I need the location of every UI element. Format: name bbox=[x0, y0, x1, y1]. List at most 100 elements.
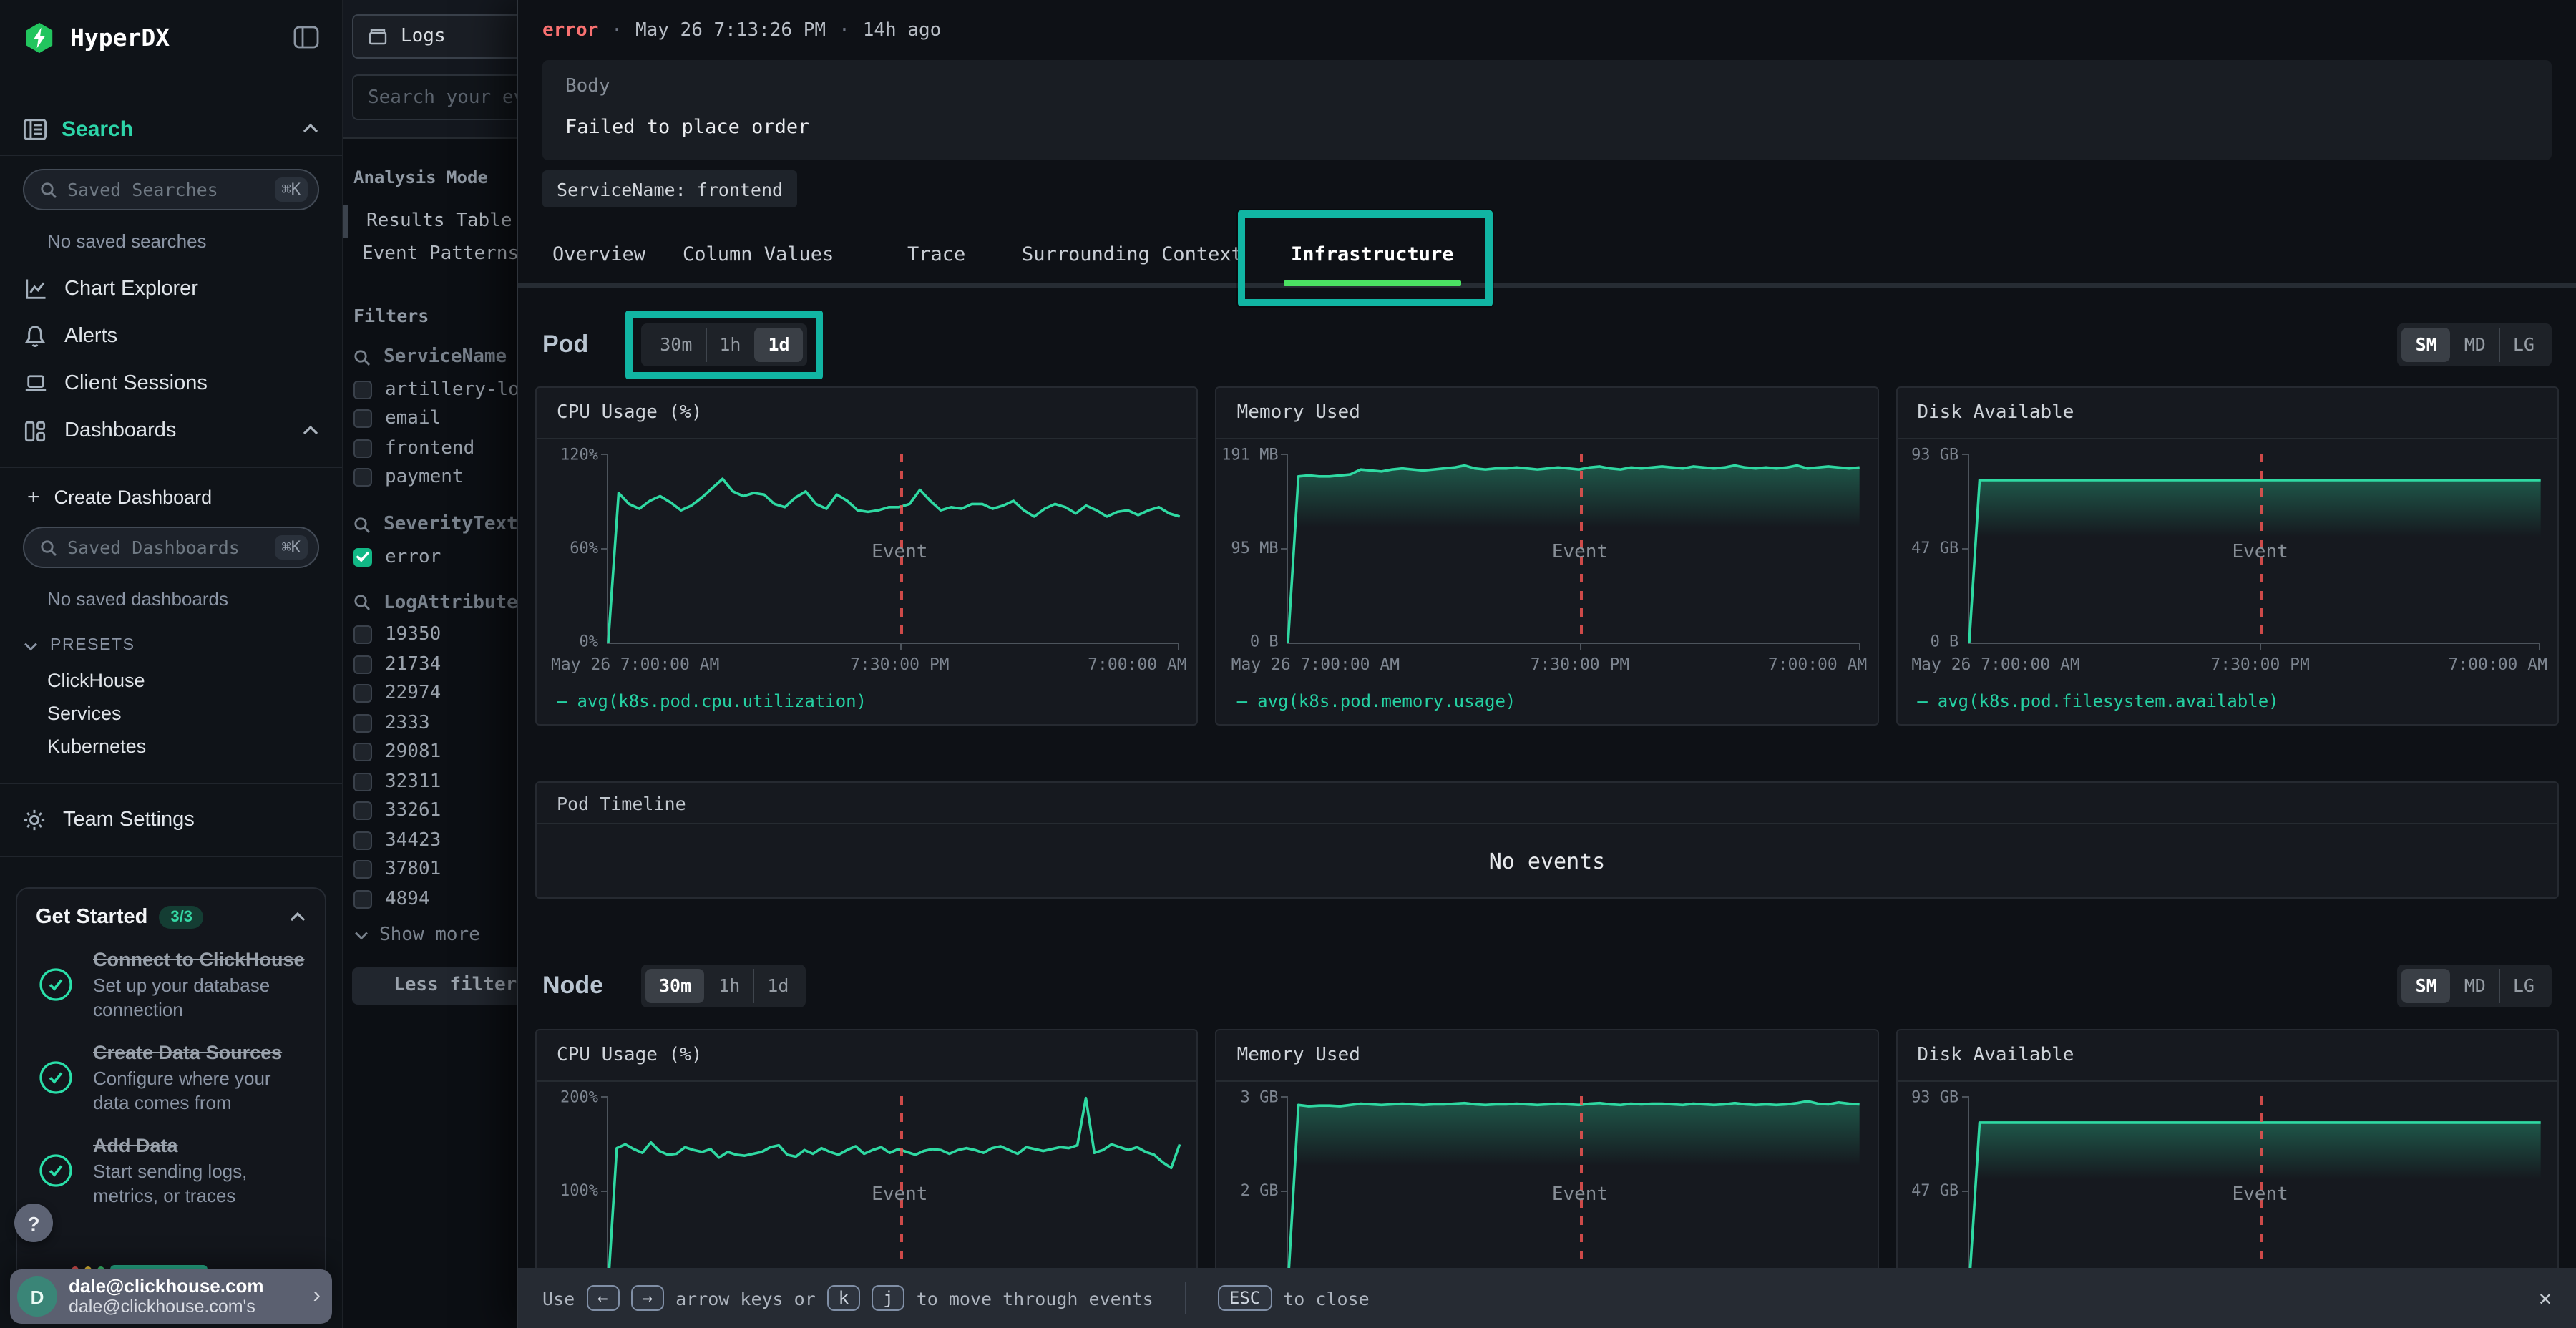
checkbox[interactable] bbox=[353, 468, 372, 487]
pod-memory-chart[interactable]: 191 MB 95 MB 0 B Event May 26 7:00:00 AM… bbox=[1217, 439, 1878, 724]
checkbox[interactable] bbox=[353, 860, 372, 879]
size-sm-button[interactable]: SM bbox=[2401, 969, 2450, 1003]
checkbox[interactable] bbox=[353, 889, 372, 909]
event-marker-label: Event bbox=[872, 541, 928, 563]
filter-checkbox-row[interactable]: email bbox=[343, 404, 517, 434]
filter-checkbox-row[interactable]: error bbox=[343, 542, 517, 572]
servicename-tag[interactable]: ServiceName: frontend bbox=[542, 170, 798, 208]
get-started-item[interactable]: Create Data Sources Configure where your… bbox=[36, 1040, 306, 1115]
analysis-mode-results-table[interactable]: Results Table bbox=[343, 205, 517, 238]
search-section-icon bbox=[23, 117, 47, 141]
sidebar-item-clickhouse[interactable]: ClickHouse bbox=[47, 670, 145, 691]
sidebar-item-search[interactable]: Search bbox=[0, 103, 342, 155]
range-30m-button[interactable]: 30m bbox=[645, 969, 705, 1003]
pod-cpu-chart[interactable]: 120% 60% 0% Event May 26 7:00:00 AM 7:30… bbox=[537, 439, 1197, 724]
checkbox[interactable] bbox=[353, 684, 372, 703]
sidebar-item-team-settings[interactable]: Team Settings bbox=[0, 799, 342, 841]
tab-column-values[interactable]: Column Values bbox=[683, 243, 834, 266]
filter-checkbox-row[interactable]: 29081 bbox=[343, 738, 517, 767]
create-dashboard-button[interactable]: + Create Dashboard bbox=[0, 481, 342, 512]
filter-checkbox-row[interactable]: frontend bbox=[343, 434, 517, 463]
event-detail-panel: error · May 26 7:13:26 PM · 14h ago Body… bbox=[517, 0, 2576, 1328]
filter-checkbox-row[interactable]: payment bbox=[343, 463, 517, 492]
checkbox[interactable] bbox=[353, 743, 372, 762]
filter-checkbox-row[interactable]: artillery-loa bbox=[343, 375, 517, 404]
sidebar-item-client-sessions[interactable]: Client Sessions bbox=[0, 365, 342, 402]
size-lg-button[interactable]: LG bbox=[2498, 328, 2547, 362]
checkbox-checked[interactable] bbox=[353, 547, 372, 567]
tab-infrastructure[interactable]: Infrastructure bbox=[1284, 226, 1461, 286]
filter-group-severitytext[interactable]: SeverityText bbox=[353, 514, 517, 535]
size-md-button[interactable]: MD bbox=[2464, 333, 2486, 355]
show-more-button[interactable]: Show more bbox=[353, 924, 517, 945]
chart-title: Disk Available bbox=[1917, 402, 2074, 424]
saved-searches-input[interactable]: Saved Searches ⌘K bbox=[23, 169, 319, 210]
filter-checkbox-row[interactable]: 4894 bbox=[343, 884, 517, 914]
get-started-item[interactable]: Connect to ClickHouse Set up your databa… bbox=[36, 947, 306, 1022]
filter-checkbox-row[interactable]: 37801 bbox=[343, 855, 517, 884]
sidebar-item-services[interactable]: Services bbox=[47, 703, 122, 724]
checkbox[interactable] bbox=[353, 831, 372, 850]
user-account-chip[interactable]: D dale@clickhouse.com dale@clickhouse.co… bbox=[10, 1269, 332, 1324]
event-tabs: Overview Column Values Trace Surrounding… bbox=[518, 226, 2576, 288]
close-icon[interactable]: ✕ bbox=[2538, 1285, 2552, 1311]
less-filters-button[interactable]: Less filters bbox=[352, 967, 517, 1004]
size-lg-button[interactable]: LG bbox=[2498, 969, 2547, 1003]
severity-badge: error bbox=[542, 20, 599, 42]
filter-checkbox-row[interactable]: 2333 bbox=[343, 708, 517, 738]
chevron-up-icon[interactable] bbox=[289, 912, 306, 923]
filter-group-logattributes[interactable]: LogAttributes bbox=[353, 592, 517, 613]
checkbox[interactable] bbox=[353, 801, 372, 821]
pod-disk-chart[interactable]: 93 GB 47 GB 0 B Event May 26 7:00:00 AM … bbox=[1897, 439, 2557, 724]
node-disk-chart[interactable]: 93 GB 47 GB Event bbox=[1897, 1082, 2557, 1328]
range-1h-button[interactable]: 1h bbox=[718, 975, 741, 996]
get-started-item-title: Add Data bbox=[93, 1135, 178, 1156]
event-search-input[interactable]: Search your events bbox=[352, 74, 517, 120]
get-started-item[interactable]: Add Data Start sending logs, metrics, or… bbox=[36, 1133, 306, 1208]
checkbox[interactable] bbox=[353, 380, 372, 399]
sidebar-item-chart-explorer[interactable]: Chart Explorer bbox=[0, 270, 342, 308]
divider bbox=[1184, 1282, 1186, 1314]
get-started-item-desc: Set up your database connection bbox=[93, 975, 270, 1020]
y-axis-tick: 0 B bbox=[1249, 632, 1279, 651]
chart-legend: — avg(k8s.pod.cpu.utilization) bbox=[557, 691, 867, 711]
annotation-box-pod-range: 30m 1h 1d bbox=[625, 311, 823, 379]
tab-overview[interactable]: Overview bbox=[552, 243, 646, 266]
chart-card-pod-memory: Memory Used 191 MB 95 MB 0 B Event May 2… bbox=[1215, 386, 1879, 726]
x-axis-tick: May 26 7:00:00 AM bbox=[1231, 654, 1400, 674]
saved-dashboards-input[interactable]: Saved Dashboards ⌘K bbox=[23, 527, 319, 568]
filter-group-servicename[interactable]: ServiceName bbox=[353, 346, 517, 368]
help-button[interactable]: ? bbox=[14, 1204, 53, 1242]
source-select[interactable]: Logs bbox=[352, 14, 517, 59]
checkbox[interactable] bbox=[353, 655, 372, 674]
chart-title: Memory Used bbox=[1236, 402, 1360, 424]
filter-checkbox-row[interactable]: 33261 bbox=[343, 796, 517, 826]
presets-section-toggle[interactable]: PRESETS bbox=[0, 634, 342, 657]
filter-checkbox-row[interactable]: 21734 bbox=[343, 650, 517, 679]
checkbox[interactable] bbox=[353, 772, 372, 791]
chevron-up-icon[interactable] bbox=[302, 123, 319, 135]
collapse-sidebar-icon[interactable] bbox=[293, 26, 319, 49]
range-1d-button[interactable]: 1d bbox=[753, 328, 803, 362]
tab-surrounding-context[interactable]: Surrounding Context bbox=[1022, 243, 1243, 266]
checkbox[interactable] bbox=[353, 713, 372, 733]
filter-checkbox-row[interactable]: 19350 bbox=[343, 620, 517, 650]
size-md-button[interactable]: MD bbox=[2464, 975, 2486, 996]
sidebar-item-dashboards[interactable]: Dashboards bbox=[0, 412, 342, 449]
checkbox[interactable] bbox=[353, 439, 372, 458]
size-sm-button[interactable]: SM bbox=[2401, 328, 2450, 362]
filter-checkbox-row[interactable]: 32311 bbox=[343, 767, 517, 796]
checkbox[interactable] bbox=[353, 409, 372, 429]
checkbox[interactable] bbox=[353, 625, 372, 645]
filter-checkbox-row[interactable]: 34423 bbox=[343, 826, 517, 855]
tab-trace[interactable]: Trace bbox=[907, 243, 966, 266]
chart-icon bbox=[23, 278, 47, 301]
sidebar-item-kubernetes[interactable]: Kubernetes bbox=[47, 736, 147, 757]
range-1h-button[interactable]: 1h bbox=[705, 328, 753, 362]
analysis-mode-event-patterns[interactable]: Event Patterns bbox=[362, 243, 517, 265]
filter-checkbox-row[interactable]: 22974 bbox=[343, 679, 517, 708]
range-1d-button[interactable]: 1d bbox=[753, 969, 801, 1003]
chevron-up-icon[interactable] bbox=[302, 425, 319, 436]
sidebar-item-alerts[interactable]: Alerts bbox=[0, 318, 342, 355]
range-30m-button[interactable]: 30m bbox=[660, 333, 693, 355]
